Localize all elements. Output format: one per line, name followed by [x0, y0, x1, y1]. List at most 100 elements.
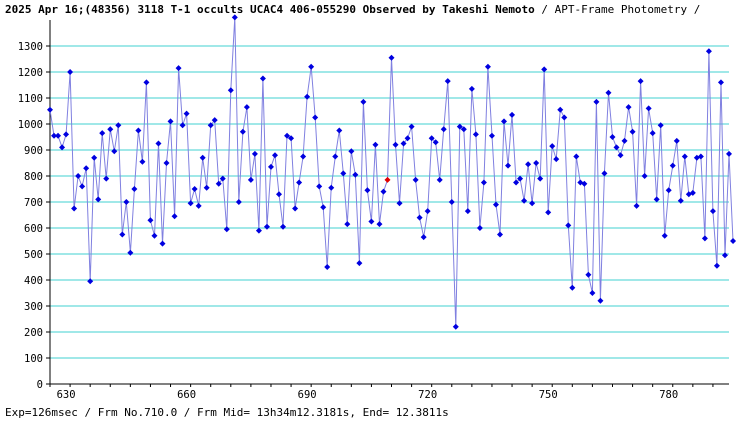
- data-point: [187, 200, 194, 207]
- data-point: [292, 205, 299, 212]
- y-tick-label: 100: [24, 353, 43, 365]
- data-point: [541, 66, 548, 73]
- data-point: [509, 111, 516, 118]
- data-point: [199, 154, 206, 161]
- data-point: [127, 249, 134, 256]
- data-point: [320, 204, 327, 211]
- data-point: [400, 140, 407, 147]
- data-point: [179, 122, 186, 129]
- data-point: [103, 175, 110, 182]
- data-point: [677, 197, 684, 204]
- data-point: [304, 93, 311, 100]
- x-tick-label: 750: [539, 389, 558, 401]
- data-point: [440, 126, 447, 133]
- data-point: [235, 199, 242, 205]
- data-point: [183, 110, 190, 117]
- data-point: [83, 165, 90, 172]
- data-point: [448, 199, 455, 205]
- data-point: [557, 106, 564, 113]
- y-tick-labels: 0 100 200 300 400 500 600 700 800 900 1000 1100 1200…: [18, 41, 43, 391]
- data-point: [95, 196, 102, 203]
- data-point: [255, 227, 262, 234]
- chart-title-suffix: / APT-Frame Photometry /: [535, 3, 701, 16]
- y-tick-label: 400: [24, 275, 43, 287]
- data-point: [352, 171, 359, 178]
- data-point: [432, 139, 439, 146]
- data-point: [420, 234, 427, 241]
- data-point: [464, 208, 471, 215]
- data-point: [625, 104, 632, 111]
- data-point: [436, 176, 443, 183]
- y-tick-label: 1200: [18, 67, 43, 79]
- data-point: [701, 235, 708, 242]
- data-point: [613, 144, 620, 151]
- data-point: [280, 223, 287, 230]
- data-point: [271, 152, 278, 159]
- data-point: [392, 141, 399, 148]
- data-point: [601, 170, 608, 177]
- data-point: [300, 153, 307, 160]
- data-point: [456, 123, 463, 130]
- data-point: [488, 132, 495, 139]
- data-point: [276, 191, 283, 198]
- data-point: [617, 152, 624, 159]
- data-point: [239, 128, 246, 135]
- data-point: [328, 184, 335, 191]
- data-point: [356, 260, 363, 267]
- data-point: [730, 238, 737, 244]
- data-point: [191, 186, 198, 192]
- data-point: [649, 130, 656, 137]
- data-point: [143, 79, 150, 86]
- data-point: [55, 132, 62, 139]
- data-point: [472, 131, 479, 138]
- data-point: [171, 213, 178, 220]
- data-point: [139, 158, 146, 165]
- data-point: [589, 290, 596, 296]
- data-point: [147, 217, 154, 224]
- data-point: [569, 284, 576, 291]
- data-point: [545, 209, 552, 216]
- data-point: [203, 184, 210, 191]
- data-point: [308, 63, 315, 70]
- data-point: [573, 153, 580, 160]
- data-point: [155, 140, 162, 147]
- data-point: [713, 262, 720, 269]
- data-point: [111, 148, 118, 155]
- data-point: [505, 162, 512, 169]
- data-point: [115, 122, 122, 129]
- data-point: [63, 131, 70, 138]
- data-point: [135, 127, 142, 134]
- grid-lines: [50, 45, 729, 359]
- data-point: [721, 252, 728, 259]
- x-tick-label: 660: [177, 389, 196, 401]
- data-point: [348, 148, 355, 155]
- data-point: [360, 98, 367, 105]
- data-point: [476, 225, 483, 231]
- data-point: [408, 123, 415, 130]
- data-point: [484, 63, 491, 70]
- data-point: [633, 202, 640, 209]
- data-point: [673, 137, 680, 144]
- data-point: [492, 201, 499, 208]
- data-point: [517, 175, 524, 182]
- data-point: [380, 188, 387, 195]
- data-point: [681, 153, 688, 160]
- data-point: [460, 126, 467, 133]
- data-point: [107, 126, 114, 133]
- data-point: [513, 179, 520, 186]
- data-point: [661, 232, 668, 239]
- data-point: [47, 106, 53, 113]
- data-point: [529, 200, 536, 207]
- data-point: [175, 65, 182, 72]
- data-point: [480, 179, 487, 186]
- data-point: [251, 150, 258, 157]
- data-point: [284, 132, 291, 139]
- data-point: [501, 118, 508, 125]
- chart-title-bold: 2025 Apr 16;(48356) 3118 T-1 occults UCA…: [5, 3, 700, 16]
- data-point: [336, 127, 343, 134]
- data-point: [444, 78, 451, 85]
- data-point: [159, 240, 166, 247]
- data-point: [332, 153, 339, 160]
- data-point: [525, 161, 532, 168]
